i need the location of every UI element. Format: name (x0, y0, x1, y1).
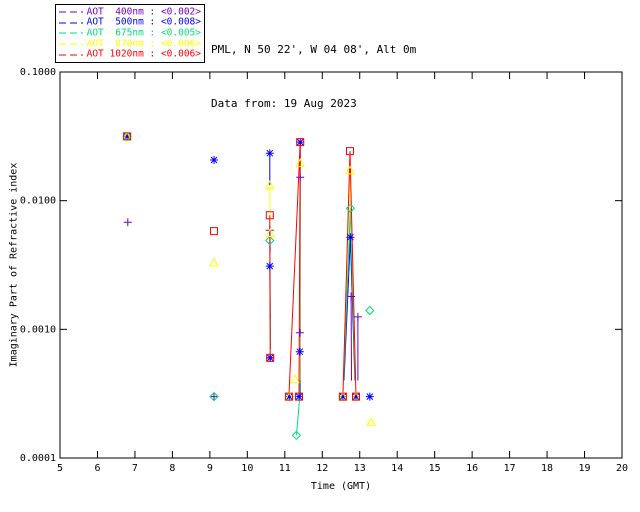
x-tick-label: 12 (316, 463, 328, 474)
x-tick-label: 8 (169, 463, 175, 474)
y-tick-label: 0.0001 (20, 453, 56, 464)
square-marker (123, 132, 132, 141)
legend-entry: AOT 400nm : <0.002> (59, 6, 201, 18)
square-marker (295, 392, 303, 401)
triangle-marker (264, 180, 275, 190)
triangle-marker (366, 417, 376, 427)
y-axis-label: Imaginary Part of Refractive index (8, 162, 20, 368)
diamond-marker (209, 391, 219, 402)
diamond-marker (291, 430, 302, 441)
x-tick-label: 5 (57, 463, 63, 474)
y-tick-label: 0.0010 (20, 324, 56, 335)
x-tick-label: 18 (541, 463, 553, 474)
asterisk-marker (338, 392, 347, 401)
x-tick-label: 19 (579, 463, 591, 474)
asterisk-marker (265, 262, 274, 271)
legend-line-sample (59, 54, 83, 56)
plus-marker (295, 328, 304, 337)
asterisk-marker (266, 353, 275, 362)
asterisk-marker (346, 233, 355, 242)
plus-marker (210, 392, 218, 401)
square-marker (284, 392, 293, 401)
square-marker (296, 138, 305, 147)
x-tick-label: 15 (429, 463, 441, 474)
triangle-marker (265, 228, 276, 238)
legend-label: AOT 870nm : <0.006> (86, 38, 201, 50)
triangle-marker (295, 158, 306, 168)
triangle-marker (345, 165, 355, 175)
x-tick-label: 10 (241, 463, 253, 474)
square-marker (346, 147, 354, 156)
x-tick-label: 9 (207, 463, 213, 474)
y-tick-label: 0.1000 (20, 67, 56, 78)
plus-marker (123, 218, 132, 227)
plus-marker (353, 312, 362, 321)
asterisk-marker (295, 347, 304, 356)
x-axis-label: Time (GMT) (310, 481, 372, 492)
x-tick-label: 20 (616, 463, 628, 474)
x-tick-label: 16 (466, 463, 478, 474)
plus-marker (347, 292, 356, 301)
legend-line-sample (59, 11, 83, 13)
asterisk-marker (265, 149, 274, 158)
asterisk-marker (295, 392, 303, 401)
data-date: Data from: 19 Aug 2023 (211, 97, 357, 110)
legend-label: AOT 500nm : <0.008> (86, 16, 201, 28)
x-tick-label: 11 (279, 463, 291, 474)
plot-frame (59, 71, 623, 459)
legend-entry: AOT 1020nm : <0.006> (59, 49, 201, 60)
x-tick-label: 17 (504, 463, 516, 474)
y-tick-label: 0.0100 (20, 196, 56, 207)
legend-label: AOT 400nm : <0.002> (86, 6, 201, 18)
station-info: PML, N 50 22', W 04 08', Alt 0m (211, 43, 417, 56)
asterisk-marker (365, 392, 374, 401)
x-tick-label: 13 (354, 463, 366, 474)
x-tick-label: 7 (132, 463, 138, 474)
legend-label: AOT 675nm : <0.005> (86, 27, 201, 39)
legend-entry: AOT 500nm : <0.008> (59, 16, 201, 29)
asterisk-marker (352, 392, 360, 401)
asterisk-marker (296, 138, 305, 147)
legend-entry: AOT 675nm : <0.005> (59, 27, 201, 39)
x-tick-label: 14 (391, 463, 403, 474)
x-tick-label: 6 (94, 463, 100, 474)
legend-line-sample (59, 43, 83, 45)
asterisk-marker (210, 156, 218, 164)
diamond-marker (265, 235, 275, 246)
triangle-marker (209, 257, 219, 267)
legend-line-sample (59, 32, 83, 34)
legend-box: AOT 400nm : <0.002> AOT 500nm : <0.008> AO… (55, 4, 205, 63)
square-marker (266, 353, 275, 362)
square-marker (265, 211, 274, 220)
series-line (288, 142, 301, 397)
square-marker (352, 392, 360, 401)
asterisk-marker (123, 132, 132, 141)
asterisk-marker (285, 392, 294, 401)
legend-line-sample (59, 22, 83, 24)
square-marker (210, 227, 218, 236)
station-header: PML, N 50 22', W 04 08', Alt 0m Data fro… (211, 5, 416, 149)
diamond-marker (345, 203, 356, 214)
legend-label: AOT 1020nm : <0.006> (86, 48, 201, 60)
plus-marker (296, 173, 305, 182)
diamond-marker (365, 305, 375, 316)
triangle-marker (290, 374, 300, 384)
square-marker (338, 392, 347, 401)
legend-entry: AOT 870nm : <0.006> (59, 38, 201, 50)
series-line (342, 151, 357, 397)
